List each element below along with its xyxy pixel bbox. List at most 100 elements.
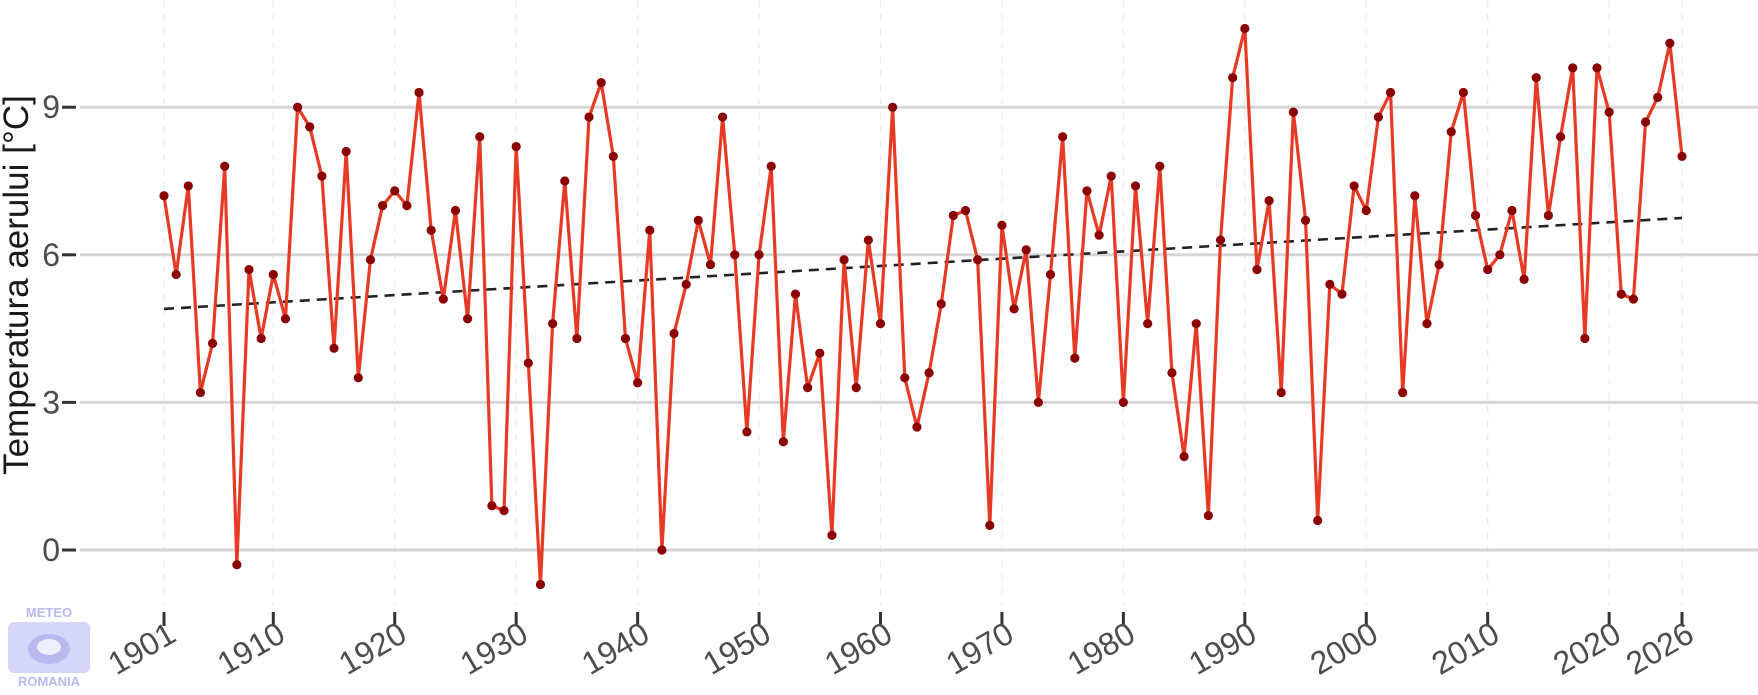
data-point <box>1604 107 1614 117</box>
data-point <box>1677 151 1687 161</box>
data-point <box>1143 319 1153 329</box>
x-tick-label: 2000 <box>1304 615 1384 682</box>
data-point <box>1531 73 1541 83</box>
y-tick-label: 0 <box>42 532 60 568</box>
data-point <box>790 289 801 299</box>
temperature-series-line <box>162 26 1684 587</box>
data-point <box>499 506 509 516</box>
data-point <box>1191 319 1201 329</box>
data-point <box>305 122 315 132</box>
x-tick-label: 1920 <box>333 615 413 682</box>
logo-top-text: METEO <box>26 605 72 620</box>
data-point <box>1252 264 1262 275</box>
axis-layer: 0 3 6 9 1901 1910 1920 1930 1940 1950 1960 1970 1980… <box>42 89 1699 681</box>
data-point <box>645 225 655 235</box>
data-point <box>815 348 825 358</box>
data-point <box>620 333 631 344</box>
x-tick-label: 1901 <box>102 615 182 682</box>
data-point <box>1373 112 1383 122</box>
y-tick-label: 6 <box>42 237 60 273</box>
data-point <box>560 176 570 186</box>
data-point <box>1009 304 1019 314</box>
data-point <box>1228 73 1238 83</box>
data-point <box>365 255 376 265</box>
data-point <box>1446 127 1456 137</box>
data-point <box>1106 171 1116 181</box>
data-point <box>948 210 958 221</box>
data-point <box>1082 186 1092 196</box>
y-tick-label: 9 <box>42 89 60 125</box>
data-point <box>1325 279 1335 289</box>
data-point <box>1240 23 1250 34</box>
data-point <box>839 255 849 265</box>
line-layer <box>162 26 1684 587</box>
data-point <box>985 520 995 531</box>
x-tick-label: 1980 <box>1061 615 1141 682</box>
data-point <box>438 294 448 304</box>
data-point <box>1130 181 1141 191</box>
data-point <box>523 358 533 368</box>
data-point <box>1507 205 1517 216</box>
data-point <box>888 102 898 112</box>
data-point <box>1094 230 1104 240</box>
data-point <box>317 171 327 181</box>
data-point <box>1300 215 1311 225</box>
data-point <box>912 422 922 432</box>
data-point <box>1070 353 1080 363</box>
data-point <box>220 161 230 171</box>
data-point <box>705 260 716 270</box>
x-tick-label: 1990 <box>1183 615 1263 682</box>
data-point <box>463 314 473 324</box>
data-point <box>1118 397 1128 407</box>
data-point <box>1470 210 1481 221</box>
data-point <box>1215 235 1226 245</box>
data-point <box>718 112 728 122</box>
data-point <box>1264 196 1274 206</box>
data-point <box>1628 294 1639 304</box>
data-point <box>1288 107 1298 117</box>
x-tick-label: 1960 <box>818 615 898 682</box>
point-layer <box>159 23 1687 590</box>
data-point <box>1665 38 1675 48</box>
data-point <box>402 201 412 211</box>
data-point <box>1361 205 1371 216</box>
data-point <box>1555 132 1566 142</box>
data-point <box>1385 87 1396 98</box>
data-point <box>426 225 436 235</box>
logo-bottom-text: ROMANIA <box>18 674 81 689</box>
data-point <box>827 530 837 540</box>
data-point <box>450 205 461 216</box>
x-tick-label: 1950 <box>697 615 777 682</box>
data-point <box>1543 210 1554 221</box>
data-point <box>1434 260 1444 270</box>
data-point <box>1616 289 1626 299</box>
data-point <box>1398 387 1408 398</box>
data-point <box>256 333 266 344</box>
data-point <box>207 338 218 348</box>
data-point <box>353 373 363 383</box>
data-point <box>778 437 788 447</box>
data-point <box>329 343 339 353</box>
data-point <box>1337 289 1347 299</box>
data-point <box>1653 92 1663 102</box>
data-point <box>633 378 643 388</box>
data-point <box>693 215 703 225</box>
grid-layer <box>80 0 1758 605</box>
data-point <box>1422 319 1432 329</box>
x-tick-label: 2026 <box>1620 615 1700 682</box>
data-point <box>657 545 667 555</box>
x-tick-label: 1930 <box>454 615 534 682</box>
data-point <box>766 161 776 171</box>
data-point <box>1483 264 1493 275</box>
trend-line <box>163 216 1683 311</box>
data-point <box>183 181 193 191</box>
data-point <box>584 112 594 122</box>
data-point <box>171 269 181 280</box>
data-point <box>1410 191 1420 201</box>
data-point <box>292 102 303 112</box>
data-point <box>414 87 424 98</box>
data-point <box>535 579 546 590</box>
x-tick-label: 2010 <box>1426 615 1506 682</box>
x-tick-label: 1970 <box>940 615 1020 682</box>
